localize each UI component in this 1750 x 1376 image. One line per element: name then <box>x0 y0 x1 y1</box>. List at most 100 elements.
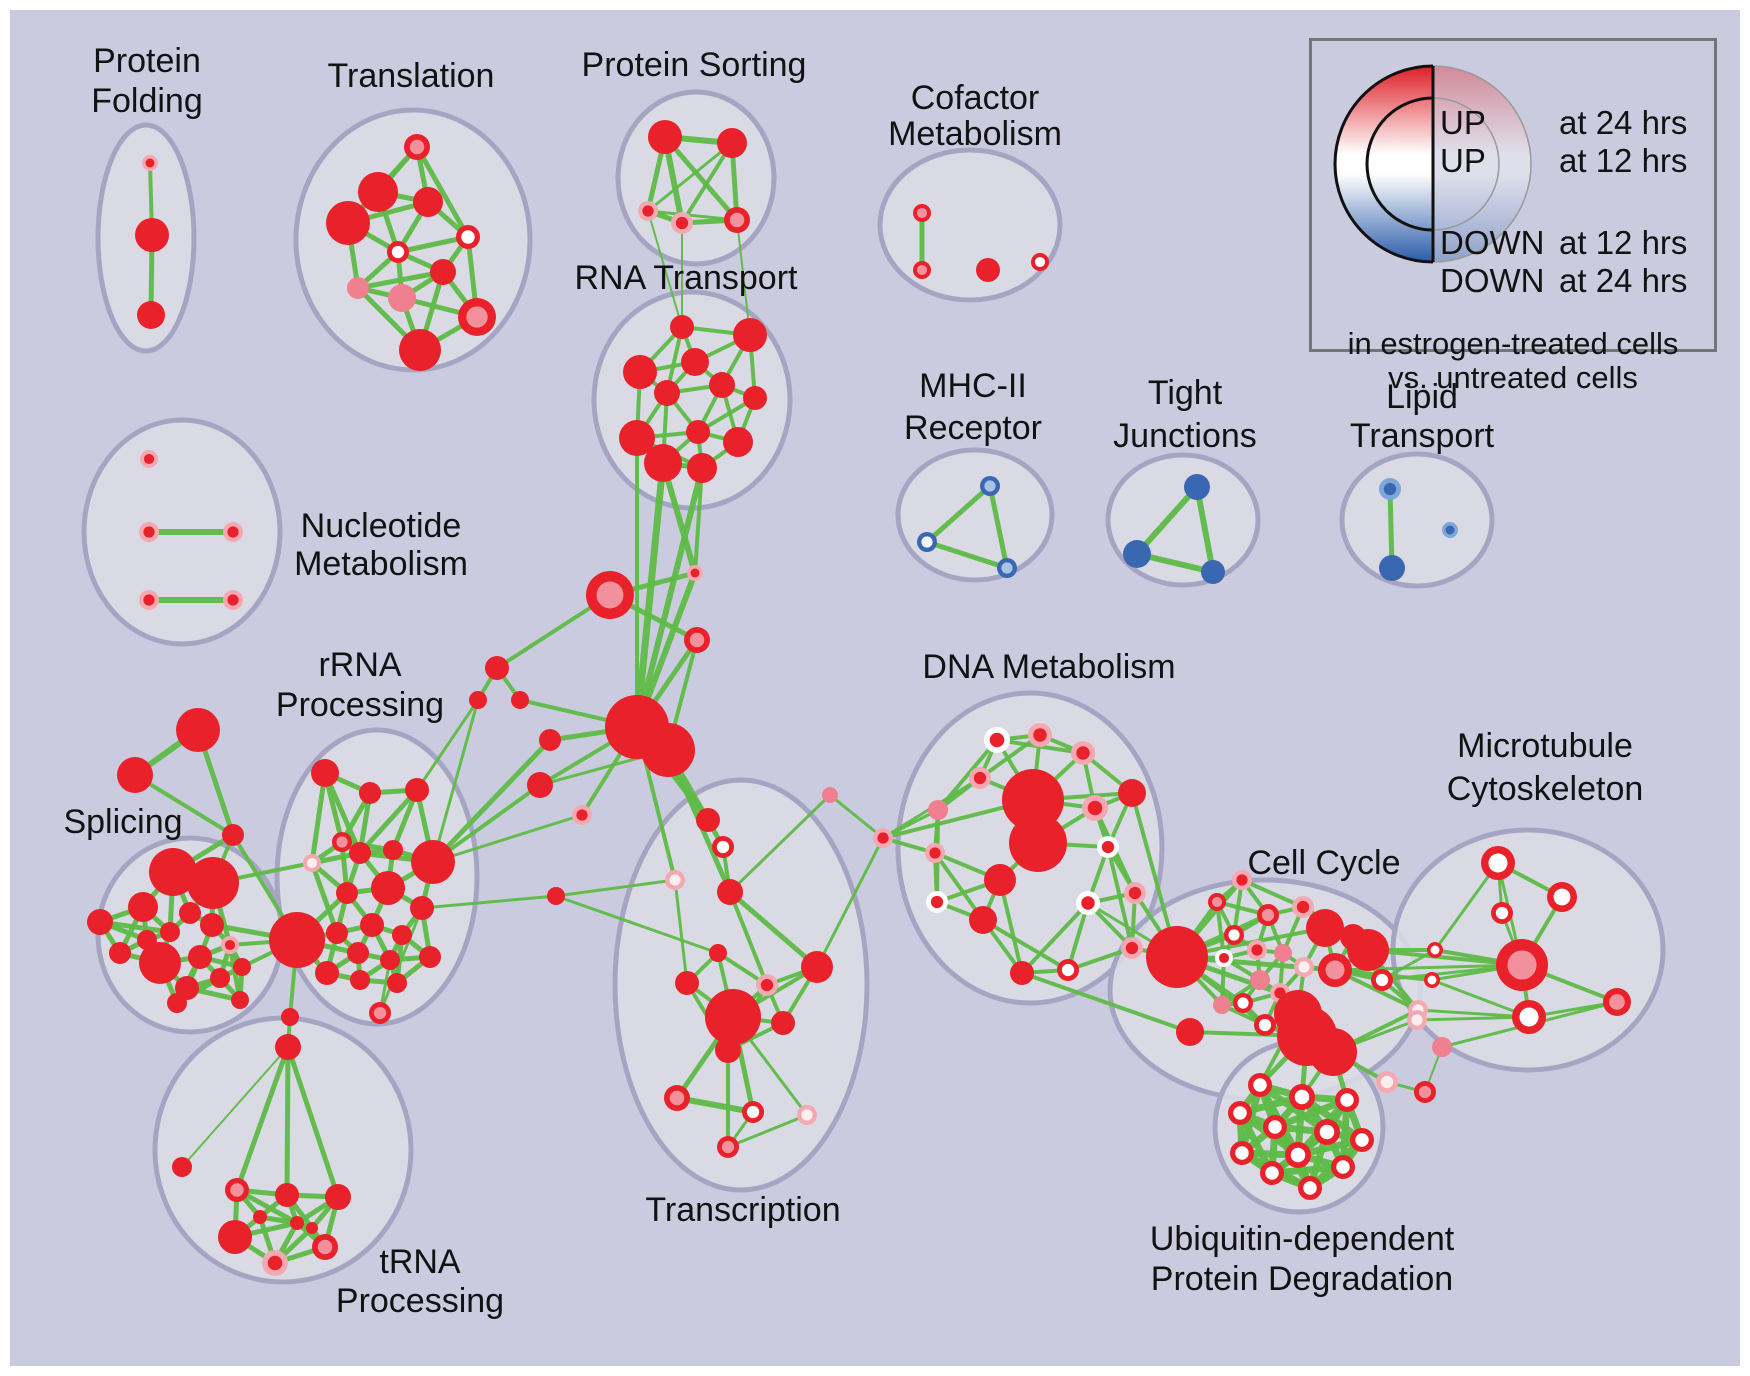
legend-row-direction: DOWN <box>1440 224 1545 261</box>
network-node <box>392 925 412 945</box>
network-edge <box>987 483 1010 571</box>
network-node <box>315 961 339 985</box>
network-node <box>233 958 251 976</box>
network-node <box>411 840 455 884</box>
network-node <box>539 729 561 751</box>
network-node-center <box>1258 1018 1272 1032</box>
network-node-center <box>729 212 745 228</box>
network-node <box>1146 926 1208 988</box>
network-node <box>128 892 158 922</box>
legend-faded-half <box>1433 66 1531 262</box>
network-node <box>469 691 487 709</box>
network-node <box>358 172 398 212</box>
network-edge <box>414 144 471 240</box>
cluster-label-transcription: Transcription <box>645 1191 840 1229</box>
cluster-ellipse-protein-sorting <box>615 89 777 267</box>
network-node <box>723 427 753 457</box>
network-node <box>743 386 767 410</box>
network-edge <box>726 1113 809 1149</box>
cluster-ellipse-lipid-transport <box>1339 451 1495 589</box>
network-node-center <box>1609 994 1625 1010</box>
network-edge <box>1020 971 1192 1034</box>
network-node-center <box>1218 952 1230 964</box>
cluster-ellipse-mhc-ii-receptor <box>895 447 1055 583</box>
network-node-center <box>1303 1181 1317 1195</box>
network-node-center <box>373 1006 387 1020</box>
network-node-center <box>596 581 624 609</box>
network-node <box>210 968 230 988</box>
network-node-center <box>227 526 239 538</box>
network-node <box>1201 560 1225 584</box>
network-node-center <box>1261 908 1275 922</box>
network-node <box>179 902 201 924</box>
network-node <box>380 950 400 970</box>
network-node <box>623 355 657 389</box>
network-node-center <box>721 1140 735 1154</box>
network-edge <box>554 878 677 898</box>
network-node <box>1176 1018 1204 1046</box>
network-node <box>670 315 694 339</box>
network-node-center <box>973 771 987 785</box>
network-node <box>1123 540 1151 568</box>
network-node <box>928 800 948 820</box>
network-node <box>167 993 187 1013</box>
legend-inner-ring-left <box>1365 96 1434 232</box>
network-edge <box>828 793 885 840</box>
network-node <box>717 879 743 905</box>
network-node-center <box>267 1255 283 1271</box>
network-node <box>1009 814 1067 872</box>
network-edge <box>673 878 689 985</box>
network-node-center <box>1265 1166 1279 1180</box>
network-node <box>306 1222 318 1234</box>
network-node-center <box>227 594 239 606</box>
network-node <box>1213 996 1231 1014</box>
cluster-label-ubiquitin-degradation: Ubiquitin-dependent <box>1150 1220 1455 1258</box>
network-node-center <box>466 306 488 328</box>
cluster-label-cofactor-metabolism: Metabolism <box>888 115 1062 153</box>
network-node-center <box>1076 746 1090 760</box>
network-node-center <box>1298 961 1310 973</box>
network-node <box>275 1034 301 1060</box>
legend-row-time: at 12 hrs <box>1559 224 1688 261</box>
network-node-center <box>690 568 700 578</box>
cluster-label-ubiquitin-degradation: Protein Degradation <box>1151 1260 1453 1298</box>
legend-row-direction: UP <box>1440 104 1486 141</box>
network-node-center <box>1427 975 1437 985</box>
network-node-center <box>224 939 236 951</box>
network-node <box>200 913 224 937</box>
cluster-label-trna-processing: tRNA <box>379 1243 461 1281</box>
network-node <box>733 318 767 352</box>
network-edge <box>355 269 446 291</box>
network-node <box>326 201 370 245</box>
network-node-center <box>642 205 654 217</box>
network-node-center <box>1228 929 1240 941</box>
network-node <box>648 120 682 154</box>
network-node-center <box>984 480 996 492</box>
network-edge <box>284 1044 291 1198</box>
network-node-center <box>1553 888 1571 906</box>
network-node <box>347 942 369 964</box>
network-edge <box>431 698 480 864</box>
network-node <box>290 1216 304 1230</box>
network-edge <box>1387 486 1395 571</box>
network-node <box>1309 1028 1357 1076</box>
network-edge <box>815 836 885 969</box>
cluster-label-protein-sorting: Protein Sorting <box>582 46 807 84</box>
cluster-label-lipid-transport: Lipid <box>1386 378 1458 416</box>
cluster-label-trna-processing: Processing <box>336 1282 504 1320</box>
network-node-center <box>306 857 318 869</box>
network-node-center <box>1211 896 1223 908</box>
cluster-label-cofactor-metabolism: Cofactor <box>911 79 1040 117</box>
cluster-label-protein-folding: Protein <box>93 42 201 80</box>
network-node-center <box>1319 1124 1335 1140</box>
network-node-center <box>930 895 944 909</box>
legend-row-time: at 24 hrs <box>1559 262 1688 299</box>
network-node-center <box>1375 973 1389 987</box>
network-edge <box>357 787 420 856</box>
network-node <box>1274 944 1292 962</box>
network-node <box>1432 1037 1452 1057</box>
network-edge <box>309 860 340 936</box>
network-node-center <box>1325 960 1345 980</box>
cluster-label-rrna-processing: rRNA <box>318 646 401 684</box>
